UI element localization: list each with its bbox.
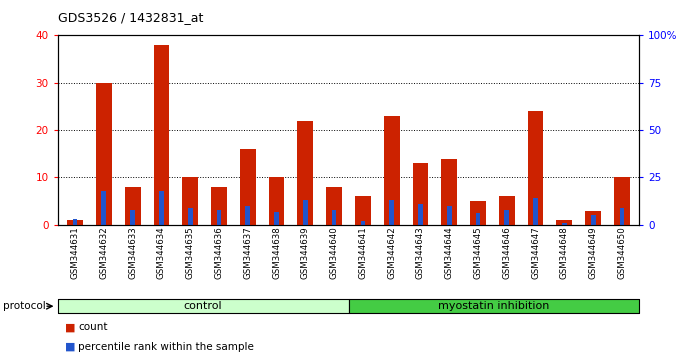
Text: myostatin inhibition: myostatin inhibition bbox=[438, 301, 549, 311]
Bar bbox=[556, 220, 573, 225]
Bar bbox=[245, 206, 250, 225]
Text: GSM344636: GSM344636 bbox=[214, 227, 224, 279]
Text: GSM344647: GSM344647 bbox=[531, 227, 540, 279]
Bar bbox=[418, 204, 423, 225]
Bar bbox=[154, 45, 169, 225]
Bar bbox=[384, 116, 400, 225]
Text: GSM344642: GSM344642 bbox=[387, 227, 396, 279]
Text: GSM344638: GSM344638 bbox=[272, 227, 281, 279]
Text: GDS3526 / 1432831_at: GDS3526 / 1432831_at bbox=[58, 11, 203, 24]
Bar bbox=[562, 223, 566, 225]
Bar bbox=[240, 149, 256, 225]
Text: GSM344650: GSM344650 bbox=[617, 227, 626, 279]
Text: GSM344643: GSM344643 bbox=[416, 227, 425, 279]
Bar bbox=[131, 210, 135, 225]
Bar bbox=[73, 219, 78, 225]
Text: percentile rank within the sample: percentile rank within the sample bbox=[78, 342, 254, 352]
Bar bbox=[475, 213, 480, 225]
Bar bbox=[619, 208, 624, 225]
Bar bbox=[101, 191, 106, 225]
Bar bbox=[326, 187, 342, 225]
Bar bbox=[389, 200, 394, 225]
Text: protocol: protocol bbox=[3, 301, 46, 311]
Bar bbox=[413, 163, 428, 225]
Bar bbox=[58, 299, 348, 313]
Bar bbox=[211, 187, 227, 225]
Bar bbox=[159, 191, 164, 225]
Bar bbox=[447, 206, 452, 225]
Text: GSM344637: GSM344637 bbox=[243, 227, 252, 279]
Text: ■: ■ bbox=[65, 322, 75, 332]
Bar bbox=[124, 187, 141, 225]
Bar bbox=[348, 299, 639, 313]
Bar bbox=[614, 177, 630, 225]
Bar bbox=[217, 210, 222, 225]
Text: GSM344644: GSM344644 bbox=[445, 227, 454, 279]
Text: GSM344631: GSM344631 bbox=[71, 227, 80, 279]
Bar bbox=[297, 121, 313, 225]
Bar bbox=[269, 177, 284, 225]
Text: GSM344633: GSM344633 bbox=[128, 227, 137, 279]
Bar bbox=[528, 111, 543, 225]
Bar bbox=[274, 212, 279, 225]
Bar bbox=[505, 210, 509, 225]
Text: GSM344635: GSM344635 bbox=[186, 227, 194, 279]
Text: GSM344632: GSM344632 bbox=[99, 227, 108, 279]
Bar bbox=[303, 200, 308, 225]
Text: control: control bbox=[184, 301, 222, 311]
Text: count: count bbox=[78, 322, 107, 332]
Text: ■: ■ bbox=[65, 342, 75, 352]
Bar bbox=[188, 208, 192, 225]
Text: GSM344648: GSM344648 bbox=[560, 227, 569, 279]
Bar bbox=[360, 221, 365, 225]
Bar bbox=[591, 215, 596, 225]
Bar bbox=[355, 196, 371, 225]
Bar bbox=[332, 210, 337, 225]
Text: GSM344640: GSM344640 bbox=[330, 227, 339, 279]
Text: GSM344634: GSM344634 bbox=[157, 227, 166, 279]
Text: GSM344649: GSM344649 bbox=[589, 227, 598, 279]
Bar bbox=[470, 201, 486, 225]
Text: GSM344646: GSM344646 bbox=[503, 227, 511, 279]
Text: GSM344645: GSM344645 bbox=[473, 227, 483, 279]
Text: GSM344639: GSM344639 bbox=[301, 227, 310, 279]
Bar bbox=[441, 159, 457, 225]
Bar bbox=[533, 198, 538, 225]
Bar bbox=[182, 177, 198, 225]
Bar bbox=[67, 220, 83, 225]
Bar bbox=[499, 196, 515, 225]
Text: GSM344641: GSM344641 bbox=[358, 227, 367, 279]
Bar bbox=[585, 211, 601, 225]
Bar bbox=[96, 83, 112, 225]
